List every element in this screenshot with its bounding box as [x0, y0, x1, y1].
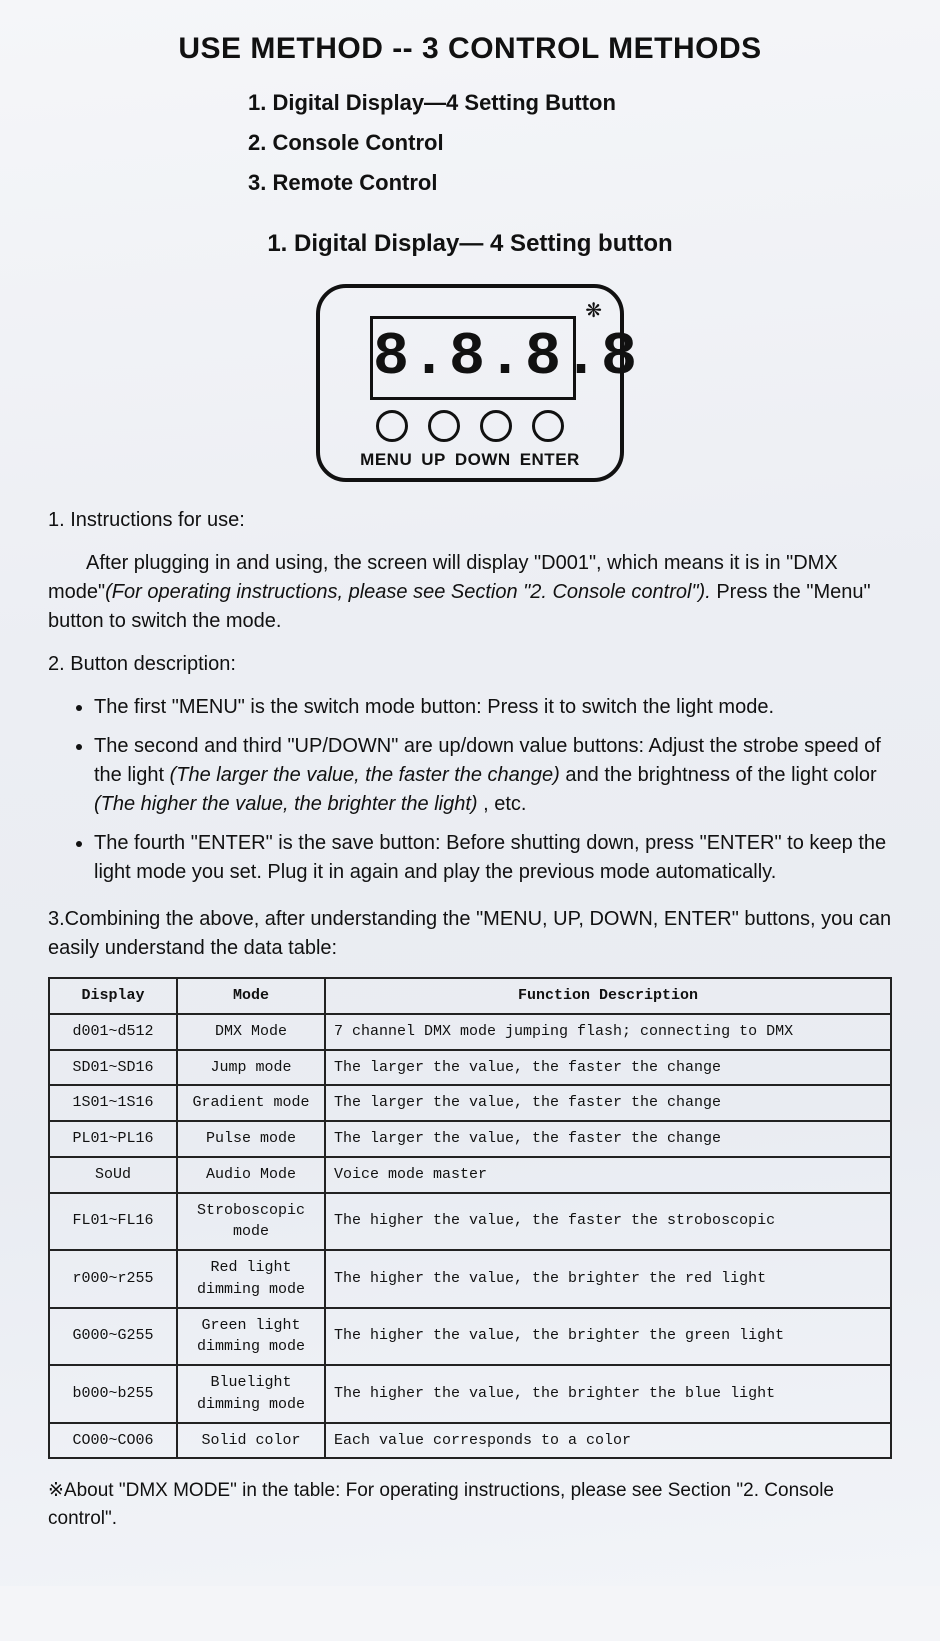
- table-row: SoUdAudio ModeVoice mode master: [49, 1157, 891, 1193]
- table-row: d001~d512DMX Mode7 channel DMX mode jump…: [49, 1014, 891, 1050]
- methods-list: 1. Digital Display—4 Setting Button 2. C…: [248, 90, 892, 196]
- section-heading: 1. Digital Display— 4 Setting button: [48, 230, 892, 258]
- cell-display: 1S01~1S16: [49, 1085, 177, 1121]
- th-mode: Mode: [177, 978, 325, 1014]
- combine-heading: 3.Combining the above, after understandi…: [48, 905, 892, 963]
- bd-text: and the brightness of the light color: [560, 764, 877, 786]
- cell-display: FL01~FL16: [49, 1193, 177, 1251]
- cell-mode: Audio Mode: [177, 1157, 325, 1193]
- cell-mode: Pulse mode: [177, 1121, 325, 1157]
- instr-italic: (For operating instructions, please see …: [105, 581, 711, 603]
- table-row: FL01~FL16Stroboscopic modeThe higher the…: [49, 1193, 891, 1251]
- instructions-para: After plugging in and using, the screen …: [48, 549, 892, 636]
- menu-label: MENU: [360, 450, 412, 470]
- cell-mode: Jump mode: [177, 1050, 325, 1086]
- bd-text: The fourth "ENTER" is the save button: B…: [94, 832, 886, 883]
- th-func: Function Description: [325, 978, 891, 1014]
- cell-func: Each value corresponds to a color: [325, 1423, 891, 1459]
- bd-italic: (The larger the value, the faster the ch…: [170, 764, 560, 786]
- digital-display-diagram: ❋ 8.8.8.8 MENU UP DOWN ENTER: [48, 284, 892, 482]
- button-desc-item: The fourth "ENTER" is the save button: B…: [94, 829, 892, 887]
- panel-buttons: [320, 410, 620, 442]
- method-item: 3. Remote Control: [248, 170, 892, 196]
- cell-display: SoUd: [49, 1157, 177, 1193]
- down-label: DOWN: [455, 450, 511, 470]
- button-desc-list: The first "MENU" is the switch mode butt…: [48, 693, 892, 887]
- cell-func: The higher the value, the brighter the b…: [325, 1365, 891, 1423]
- cell-display: r000~r255: [49, 1250, 177, 1308]
- instructions-heading: 1. Instructions for use:: [48, 506, 892, 535]
- table-row: G000~G255Green light dimming modeThe hig…: [49, 1308, 891, 1366]
- table-row: r000~r255Red light dimming modeThe highe…: [49, 1250, 891, 1308]
- cell-func: The higher the value, the brighter the r…: [325, 1250, 891, 1308]
- cell-func: 7 channel DMX mode jumping flash; connec…: [325, 1014, 891, 1050]
- button-desc-item: The first "MENU" is the switch mode butt…: [94, 693, 892, 722]
- cell-mode: Green light dimming mode: [177, 1308, 325, 1366]
- cell-mode: Solid color: [177, 1423, 325, 1459]
- button-desc-item: The second and third "UP/DOWN" are up/do…: [94, 732, 892, 819]
- cell-func: Voice mode master: [325, 1157, 891, 1193]
- cell-display: SD01~SD16: [49, 1050, 177, 1086]
- table-row: SD01~SD16Jump modeThe larger the value, …: [49, 1050, 891, 1086]
- cell-func: The larger the value, the faster the cha…: [325, 1050, 891, 1086]
- th-display: Display: [49, 978, 177, 1014]
- panel-button-labels: MENU UP DOWN ENTER: [320, 450, 620, 470]
- down-hole-icon: [480, 410, 512, 442]
- cell-mode: Stroboscopic mode: [177, 1193, 325, 1251]
- cell-func: The larger the value, the faster the cha…: [325, 1085, 891, 1121]
- cell-mode: DMX Mode: [177, 1014, 325, 1050]
- table-row: b000~b255Bluelight dimming modeThe highe…: [49, 1365, 891, 1423]
- footnote: ※About "DMX MODE" in the table: For oper…: [48, 1477, 892, 1532]
- cell-func: The higher the value, the brighter the g…: [325, 1308, 891, 1366]
- table-row: 1S01~1S16Gradient modeThe larger the val…: [49, 1085, 891, 1121]
- menu-hole-icon: [376, 410, 408, 442]
- mode-table: Display Mode Function Description d001~d…: [48, 977, 892, 1459]
- cell-mode: Gradient mode: [177, 1085, 325, 1121]
- cell-mode: Red light dimming mode: [177, 1250, 325, 1308]
- table-row: PL01~PL16Pulse modeThe larger the value,…: [49, 1121, 891, 1157]
- cell-mode: Bluelight dimming mode: [177, 1365, 325, 1423]
- cell-display: CO00~CO06: [49, 1423, 177, 1459]
- cell-display: b000~b255: [49, 1365, 177, 1423]
- body-text: 1. Instructions for use: After plugging …: [48, 506, 892, 1532]
- method-item: 2. Console Control: [248, 130, 892, 156]
- bd-italic: (The higher the value, the brighter the …: [94, 793, 478, 815]
- table-header-row: Display Mode Function Description: [49, 978, 891, 1014]
- method-item: 1. Digital Display—4 Setting Button: [248, 90, 892, 116]
- table-row: CO00~CO06Solid colorEach value correspon…: [49, 1423, 891, 1459]
- up-label: UP: [421, 450, 446, 470]
- page-title: USE METHOD -- 3 CONTROL METHODS: [48, 32, 892, 66]
- document-page: USE METHOD -- 3 CONTROL METHODS 1. Digit…: [0, 0, 940, 1586]
- table-body: d001~d512DMX Mode7 channel DMX mode jump…: [49, 1014, 891, 1459]
- cell-func: The higher the value, the faster the str…: [325, 1193, 891, 1251]
- flower-icon: ❋: [585, 298, 602, 323]
- display-panel: ❋ 8.8.8.8 MENU UP DOWN ENTER: [316, 284, 624, 482]
- cell-func: The larger the value, the faster the cha…: [325, 1121, 891, 1157]
- lcd-digits: 8.8.8.8: [373, 319, 573, 397]
- bd-text: The first "MENU" is the switch mode butt…: [94, 696, 774, 718]
- button-desc-heading: 2. Button description:: [48, 650, 892, 679]
- cell-display: PL01~PL16: [49, 1121, 177, 1157]
- bd-text: , etc.: [478, 793, 527, 815]
- cell-display: G000~G255: [49, 1308, 177, 1366]
- lcd-screen: 8.8.8.8: [370, 316, 576, 400]
- enter-label: ENTER: [520, 450, 580, 470]
- enter-hole-icon: [532, 410, 564, 442]
- up-hole-icon: [428, 410, 460, 442]
- cell-display: d001~d512: [49, 1014, 177, 1050]
